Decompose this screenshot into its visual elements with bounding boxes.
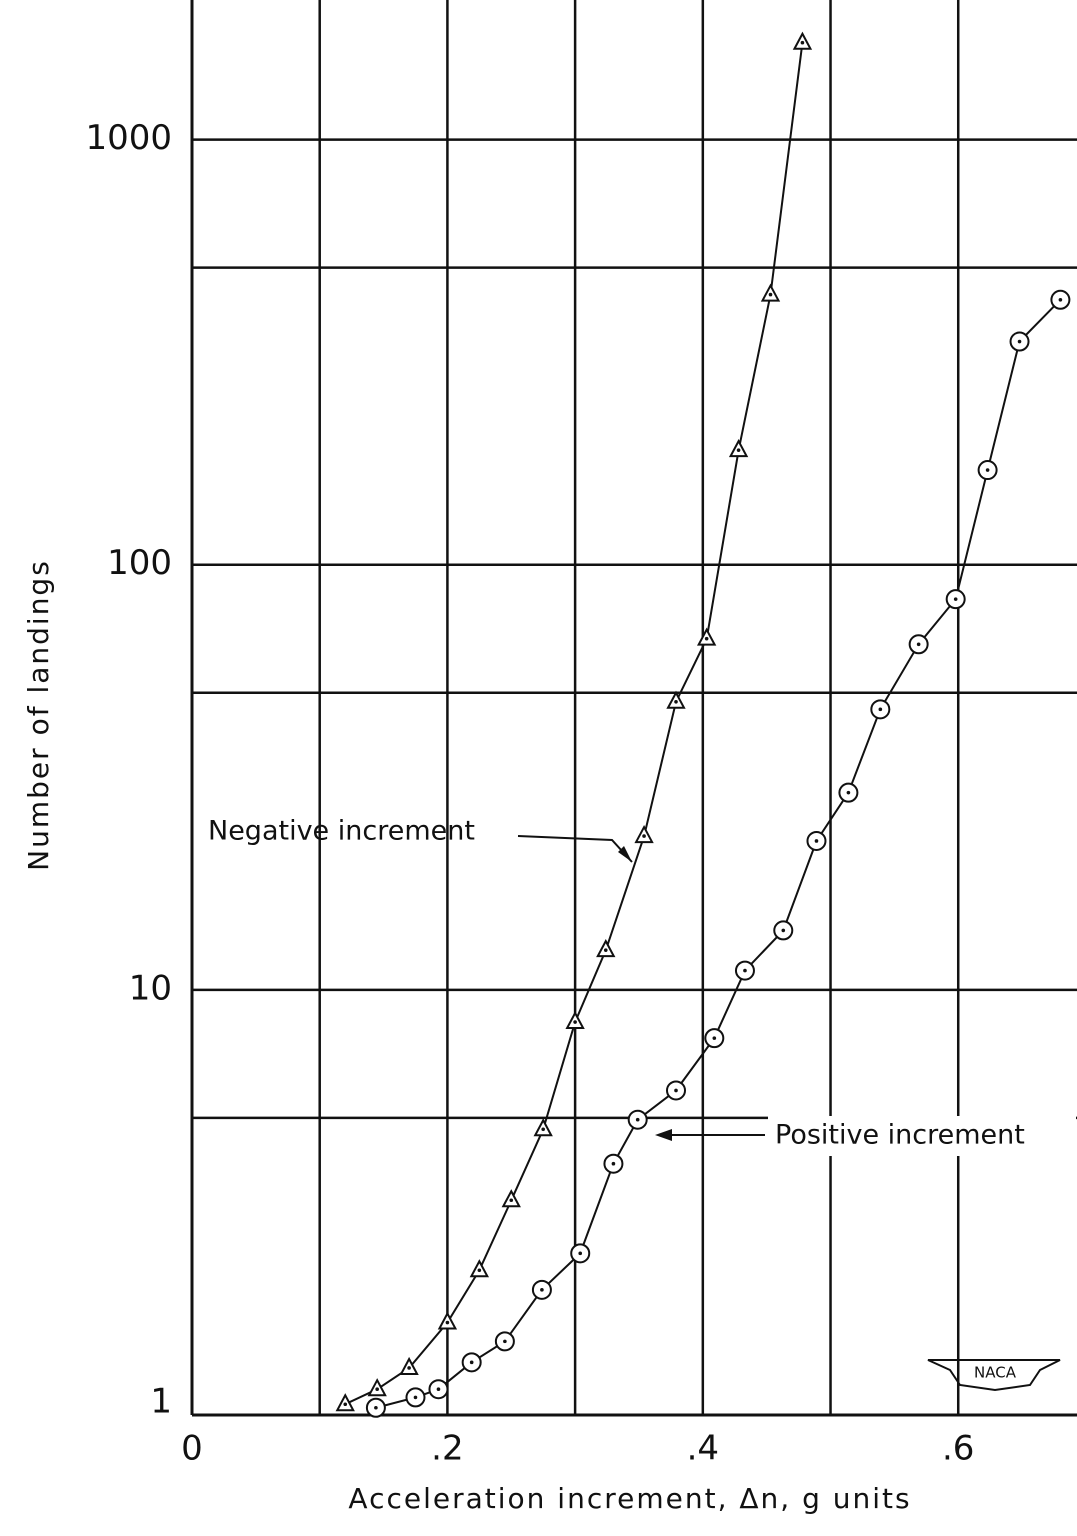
y-axis-label: Number of landings: [22, 559, 55, 871]
data-point: [461, 1352, 482, 1373]
marker-dot: [509, 1198, 514, 1203]
y-tick-label: 100: [107, 543, 172, 583]
marker-dot: [477, 1268, 482, 1273]
data-point: [977, 460, 998, 481]
marker-dot: [611, 1161, 616, 1166]
data-point: [838, 782, 859, 803]
marker-dot: [712, 1036, 717, 1040]
label-bg: [768, 1116, 1076, 1156]
marker-dot: [674, 699, 678, 704]
data-point: [603, 1153, 624, 1174]
marker-dot: [704, 636, 709, 641]
data-point: [570, 1243, 591, 1264]
data-point: [469, 1259, 490, 1278]
data-point: [666, 690, 686, 709]
data-point: [696, 627, 717, 646]
marker-dot: [445, 1320, 450, 1325]
marker-dot: [768, 292, 773, 297]
x-tick-label: .4: [687, 1429, 719, 1469]
marker-dot: [573, 1020, 577, 1024]
marker-dot: [800, 40, 805, 45]
marker-dot: [916, 642, 921, 647]
data-point: [1009, 331, 1030, 352]
marker-dot: [413, 1395, 418, 1400]
data-point: [792, 31, 813, 50]
marker-dot: [343, 1402, 348, 1407]
data-point: [806, 830, 827, 851]
annotation: Negative increment: [208, 816, 475, 847]
data-point: [494, 1331, 515, 1352]
data-point: [734, 960, 755, 981]
data-point: [531, 1279, 552, 1300]
data-point: [596, 939, 616, 958]
x-axis-label: Acceleration increment, Δn, g units: [348, 1482, 911, 1515]
data-point: [634, 824, 654, 844]
data-point: [428, 1379, 449, 1400]
marker-dot: [674, 1088, 678, 1093]
data-point: [533, 1118, 553, 1137]
marker-dot: [1017, 339, 1022, 344]
y-tick-label: 1000: [85, 118, 172, 158]
marker-dot: [375, 1387, 379, 1391]
data-point: [666, 1080, 687, 1101]
marker-dot: [407, 1366, 411, 1370]
data-point: [760, 283, 781, 302]
data-point: [945, 589, 966, 610]
marker-dot: [1058, 297, 1063, 302]
data-point: [1050, 289, 1071, 310]
series-line: [344, 42, 804, 1406]
marker-dot: [953, 597, 958, 601]
data-point: [773, 920, 794, 941]
x-tick-label: .2: [431, 1429, 463, 1469]
marker-dot: [743, 968, 747, 973]
marker-dot: [635, 1117, 640, 1122]
data-point: [405, 1387, 426, 1408]
marker-dot: [814, 839, 819, 843]
y-tick-label: 10: [129, 968, 172, 1008]
data-point: [335, 1393, 355, 1412]
marker-dot: [541, 1127, 545, 1132]
marker-dot: [736, 448, 741, 452]
data-point: [565, 1010, 585, 1030]
y-tick-label: 1: [150, 1382, 172, 1422]
arrow-head: [618, 846, 632, 862]
arrow-head: [655, 1129, 672, 1141]
marker-dot: [503, 1339, 507, 1344]
data-point: [627, 1109, 648, 1130]
marker-dot: [878, 707, 883, 712]
marker-dot: [985, 468, 990, 472]
annotation: Positive increment: [775, 1120, 1025, 1151]
data-point: [704, 1028, 725, 1049]
data-point: [437, 1311, 458, 1330]
data-point: [367, 1378, 387, 1397]
data-point: [870, 699, 891, 720]
marker-dot: [578, 1251, 583, 1256]
data-point: [728, 439, 749, 458]
marker-dot: [436, 1387, 441, 1391]
logo-text: NACA: [974, 1364, 1017, 1382]
marker-dot: [469, 1360, 474, 1365]
marker-dot: [846, 790, 851, 795]
marker-dot: [642, 834, 646, 838]
marker-dot: [603, 948, 608, 952]
x-tick-label: 0: [181, 1429, 203, 1469]
marker-dot: [540, 1288, 544, 1292]
marker-dot: [781, 928, 786, 933]
naca-logo: NACA: [927, 1359, 1061, 1392]
x-tick-label: .6: [942, 1429, 974, 1469]
data-point: [399, 1356, 419, 1375]
data-point: [365, 1397, 386, 1418]
data-point: [501, 1189, 521, 1208]
data-point: [908, 634, 929, 655]
marker-dot: [374, 1405, 378, 1410]
